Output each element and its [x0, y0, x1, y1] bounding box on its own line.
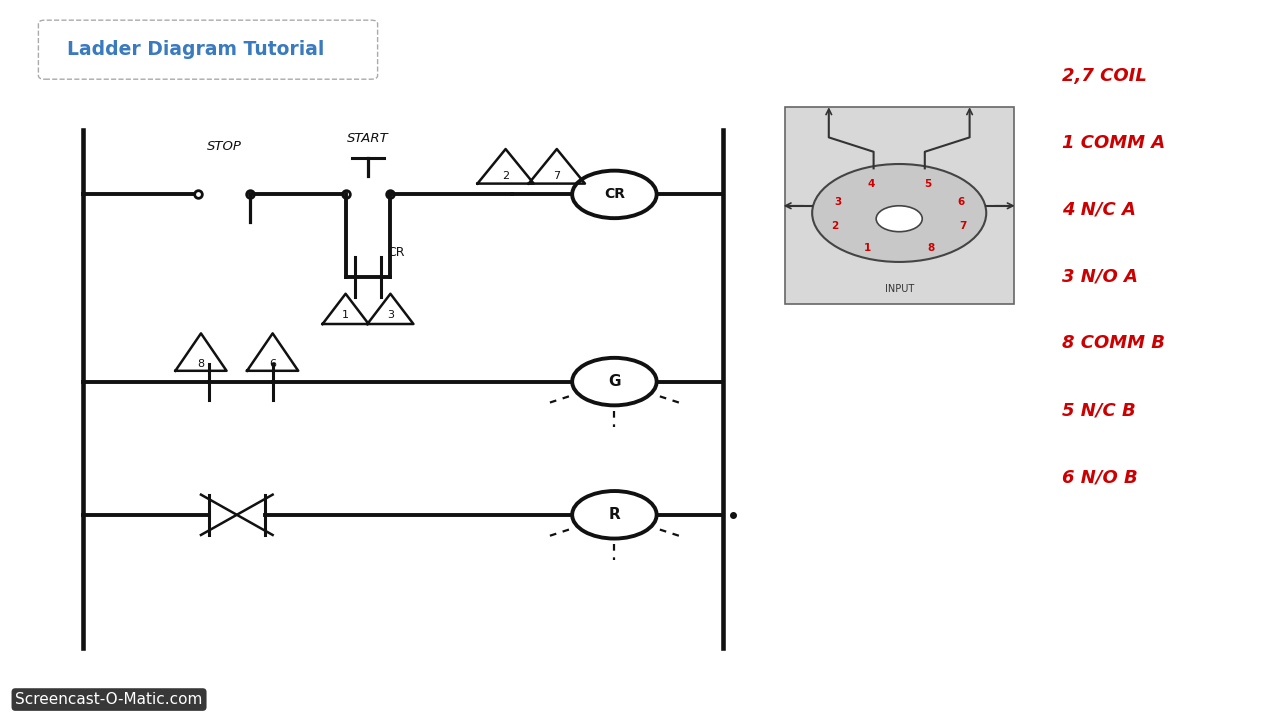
Text: STOP: STOP — [206, 140, 242, 153]
Text: 1: 1 — [342, 310, 349, 320]
Text: 2,7 COIL: 2,7 COIL — [1062, 67, 1147, 85]
Text: 5: 5 — [924, 179, 931, 189]
Text: Ladder Diagram Tutorial: Ladder Diagram Tutorial — [67, 40, 324, 59]
Text: Screencast-O-Matic.com: Screencast-O-Matic.com — [15, 692, 202, 707]
Circle shape — [876, 206, 922, 232]
Text: 7: 7 — [960, 221, 966, 231]
Text: 8 COMM B: 8 COMM B — [1062, 334, 1165, 352]
Text: 1 COMM A: 1 COMM A — [1062, 133, 1166, 151]
Text: CR: CR — [604, 187, 625, 202]
Text: G: G — [608, 374, 621, 389]
Text: 5 N/C B: 5 N/C B — [1062, 401, 1137, 419]
Text: 8: 8 — [928, 243, 934, 253]
Circle shape — [813, 164, 987, 262]
Text: START: START — [347, 132, 389, 145]
Text: 6 N/O B: 6 N/O B — [1062, 469, 1138, 487]
Text: 3 N/O A: 3 N/O A — [1062, 268, 1138, 285]
Text: 2: 2 — [502, 171, 509, 181]
FancyBboxPatch shape — [38, 20, 378, 79]
Text: 7: 7 — [553, 171, 561, 181]
Text: 4: 4 — [868, 179, 874, 189]
Text: 1: 1 — [864, 243, 870, 253]
FancyBboxPatch shape — [785, 107, 1014, 304]
Text: 6: 6 — [957, 197, 964, 207]
Text: 3: 3 — [835, 197, 841, 207]
Text: INPUT: INPUT — [884, 284, 914, 294]
Text: 6: 6 — [269, 359, 276, 369]
Text: 3: 3 — [387, 310, 394, 320]
Text: CR: CR — [387, 246, 404, 259]
Text: 2: 2 — [832, 221, 838, 231]
Text: 8: 8 — [197, 359, 205, 369]
Text: 4 N/C A: 4 N/C A — [1062, 200, 1137, 218]
Text: R: R — [608, 508, 621, 522]
